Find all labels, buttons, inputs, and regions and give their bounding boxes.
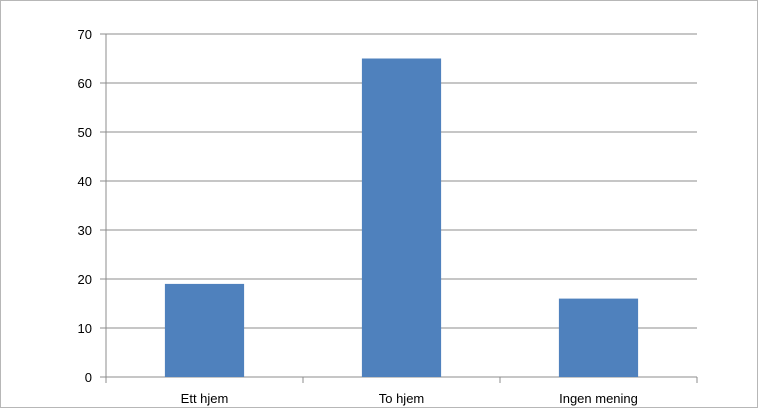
bar-ett-hjem bbox=[164, 283, 245, 377]
y-tick-label-30: 30 bbox=[78, 223, 92, 238]
x-tick-label-ingen-mening: Ingen mening bbox=[559, 391, 638, 406]
y-tick-label-50: 50 bbox=[78, 125, 92, 140]
y-tick-label-20: 20 bbox=[78, 272, 92, 287]
x-tick-label-to-hjem: To hjem bbox=[379, 391, 425, 406]
x-tick-label-ett-hjem: Ett hjem bbox=[181, 391, 229, 406]
bar-ingen-mening bbox=[558, 298, 639, 377]
y-tick-label-60: 60 bbox=[78, 76, 92, 91]
y-tick-label-40: 40 bbox=[78, 174, 92, 189]
y-tick-label-70: 70 bbox=[78, 27, 92, 42]
y-tick-label-0: 0 bbox=[85, 370, 92, 385]
bar-to-hjem bbox=[361, 58, 442, 377]
y-tick-label-10: 10 bbox=[78, 321, 92, 336]
